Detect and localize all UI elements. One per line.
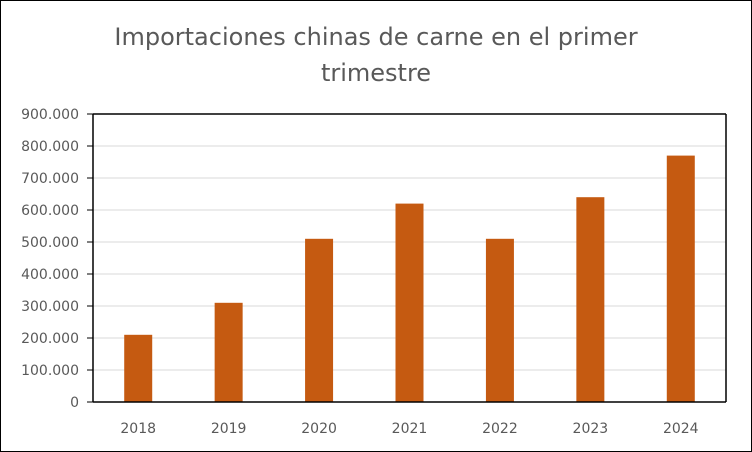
bar-2021 — [395, 203, 424, 402]
y-tick-label: 700.000 — [21, 171, 79, 187]
y-tick-label: 400.000 — [21, 267, 79, 283]
x-tick-label: 2018 — [120, 421, 156, 437]
chart-title-line-2: trimestre — [320, 59, 432, 87]
bar-2019 — [214, 302, 243, 402]
axes — [87, 113, 727, 403]
x-tick-label: 2021 — [392, 421, 428, 437]
y-tick-label: 200.000 — [21, 331, 79, 347]
y-tick-label: 0 — [70, 395, 79, 411]
y-tick-label: 300.000 — [21, 299, 79, 315]
chart-title: Importaciones chinas de carne en el prim… — [41, 19, 711, 91]
bar-2022 — [485, 238, 514, 402]
chart-title-line-1: Importaciones chinas de carne en el prim… — [114, 23, 638, 51]
bar-2023 — [576, 197, 605, 402]
x-tick-label: 2023 — [573, 421, 609, 437]
y-axis-tick-labels: 0 100.000 200.000 300.000 400.000 500.000 600.… — [21, 107, 79, 411]
bars — [124, 155, 695, 402]
x-tick-label: 2022 — [482, 421, 518, 437]
y-tick-label: 600.000 — [21, 203, 79, 219]
x-tick-label: 2019 — [211, 421, 247, 437]
bar-2018 — [124, 334, 153, 402]
bar-2020 — [305, 238, 334, 402]
y-tick-label: 800.000 — [21, 139, 79, 155]
x-tick-label: 2020 — [301, 421, 337, 437]
y-tick-label: 500.000 — [21, 235, 79, 251]
x-tick-label: 2024 — [663, 421, 699, 437]
bar-2024 — [666, 155, 695, 402]
x-axis-tick-labels: 2018 2019 2020 2021 2022 2023 2024 — [120, 421, 698, 437]
y-tick-label: 900.000 — [21, 107, 79, 123]
y-tick-label: 100.000 — [21, 363, 79, 379]
